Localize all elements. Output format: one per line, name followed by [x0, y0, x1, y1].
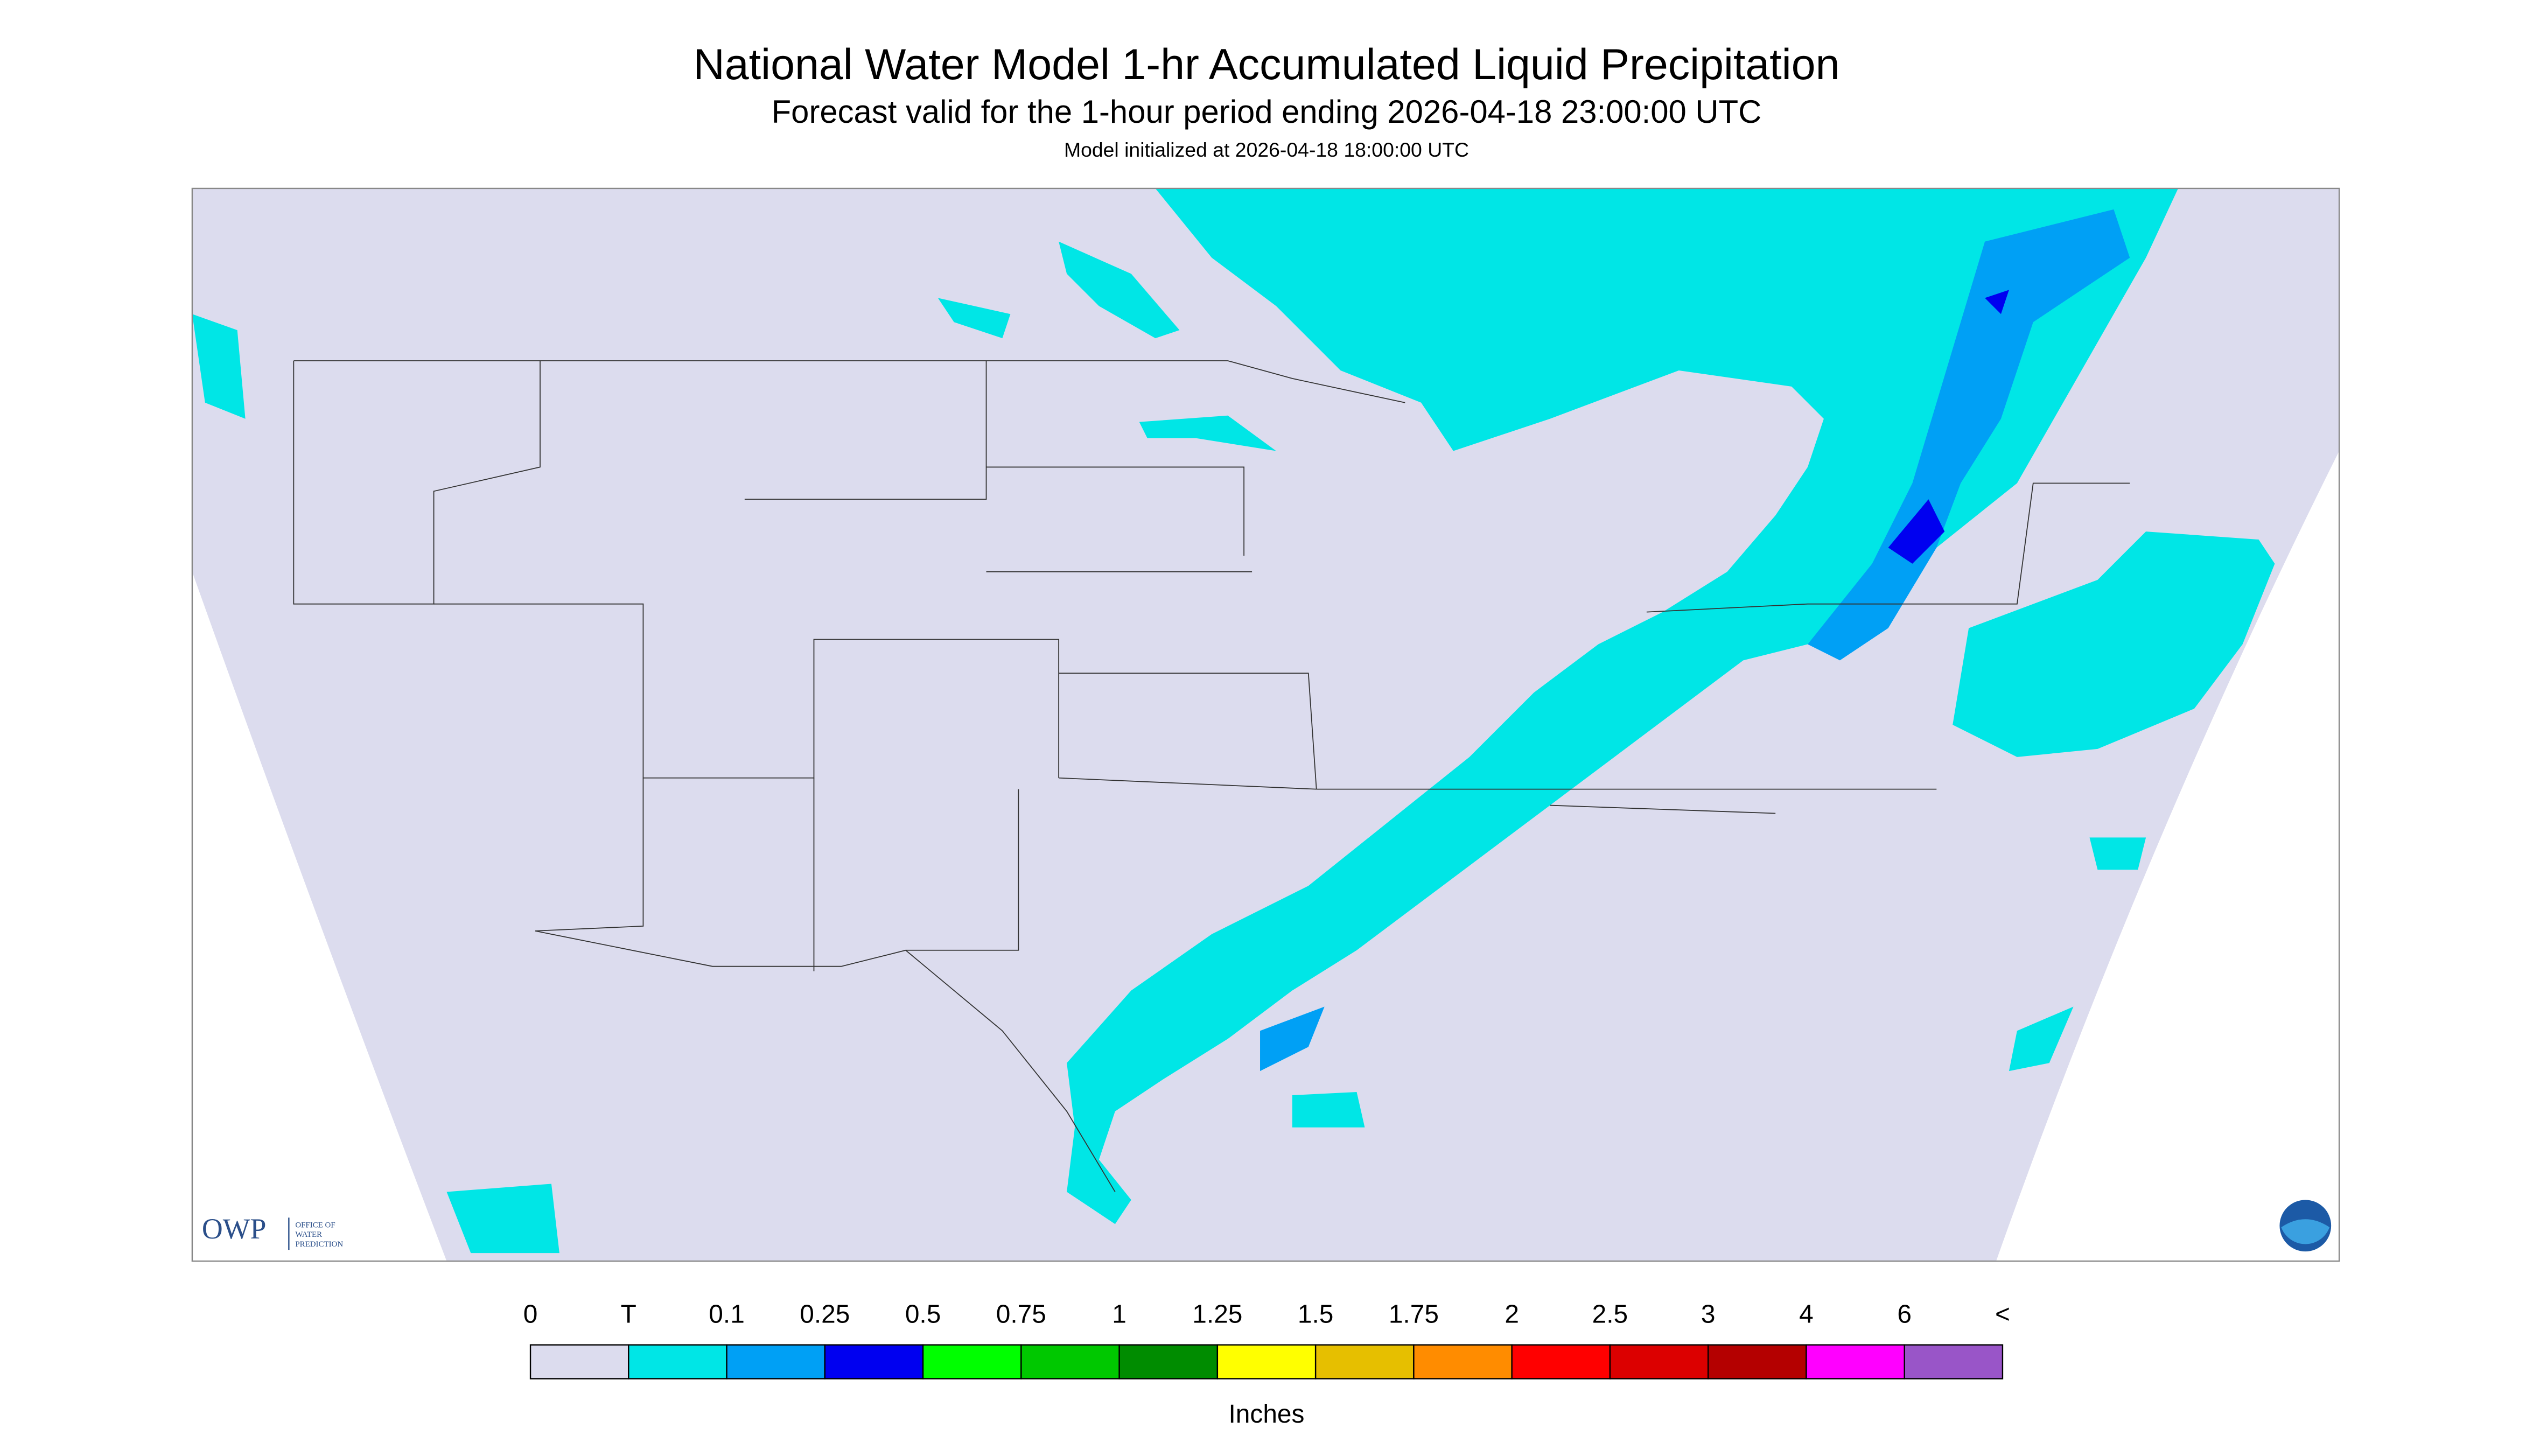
owp-line: PREDICTION — [295, 1240, 343, 1249]
init-time: Model initialized at 2026-04-18 18:00:00… — [1064, 138, 1469, 161]
precip-band — [1067, 188, 2178, 1224]
owp-line: WATER — [295, 1230, 322, 1239]
map-frame — [191, 187, 2340, 1262]
precip-blob — [1059, 241, 1180, 339]
precip-blob — [937, 298, 1011, 339]
precip-nw — [192, 314, 246, 419]
legend-swatch — [824, 1344, 924, 1380]
legend-swatch — [1609, 1344, 1709, 1380]
legend-label: 1.5 — [1298, 1300, 1334, 1328]
precip-core — [1888, 499, 1945, 564]
legend-swatch — [529, 1344, 629, 1380]
precip-blob-blue — [1260, 1006, 1325, 1072]
legend-swatch — [1118, 1344, 1219, 1380]
legend-label: 0 — [523, 1300, 538, 1328]
border — [535, 930, 1116, 1192]
border — [744, 361, 1317, 790]
legend-label: 0.25 — [800, 1300, 850, 1328]
legend-label: 0.75 — [996, 1300, 1046, 1328]
legend-swatch — [922, 1344, 1022, 1380]
legend-label: 0.5 — [905, 1300, 941, 1328]
legend-swatch — [1904, 1344, 2004, 1380]
legend-label: 1.25 — [1192, 1300, 1242, 1328]
legend-label: 1 — [1112, 1300, 1126, 1328]
map: OWP OFFICE OF WATER PREDICTION — [191, 187, 2340, 1262]
legend-label: 0.1 — [709, 1300, 745, 1328]
owp-line: OFFICE OF — [295, 1221, 335, 1229]
legend-swatch — [1216, 1344, 1317, 1380]
subtitle: Forecast valid for the 1-hour period end… — [772, 94, 1762, 130]
precip-blob — [1139, 415, 1276, 451]
legend-swatch — [1413, 1344, 1513, 1380]
legend-swatch — [1314, 1344, 1415, 1380]
legend: 0 T 0.1 0.25 0.5 0.75 1 1.25 1.5 1.75 2 2.5 3 4 6 < — [523, 1300, 2010, 1380]
legend-label: 2 — [1505, 1300, 1519, 1328]
precip-blob — [446, 1184, 559, 1254]
legend-swatch — [1511, 1344, 1611, 1380]
legend-swatch — [1806, 1344, 1905, 1380]
border — [293, 361, 541, 605]
noaa-wave — [2281, 1219, 2330, 1244]
model-domain — [192, 188, 2340, 1262]
legend-label: 3 — [1701, 1300, 1716, 1328]
owp-logo: OWP OFFICE OF WATER PREDICTION — [202, 1213, 343, 1250]
precip-blob — [1292, 1092, 1365, 1128]
border — [1646, 482, 2130, 613]
legend-label: < — [1995, 1300, 2010, 1328]
borders — [293, 360, 2130, 1192]
border — [293, 360, 1405, 403]
legend-label: 2.5 — [1592, 1300, 1628, 1328]
legend-label: T — [621, 1300, 636, 1328]
legend-swatch — [726, 1344, 826, 1380]
legend-unit: Inches — [1229, 1400, 1305, 1429]
legend-label: 6 — [1897, 1300, 1912, 1328]
precip-trace — [192, 188, 2275, 1254]
legend-swatch — [1707, 1344, 1807, 1380]
title: National Water Model 1-hr Accumulated Li… — [694, 40, 1840, 89]
legend-label: 1.75 — [1389, 1300, 1439, 1328]
precip-blob — [2009, 1006, 2074, 1072]
precip-ne — [1953, 531, 2275, 757]
border — [535, 778, 1937, 971]
precip-blob — [2089, 837, 2146, 870]
legend-swatch — [628, 1344, 727, 1380]
owp-mark: OWP — [202, 1213, 267, 1245]
noaa-logo — [2279, 1200, 2332, 1252]
legend-swatch — [1020, 1344, 1120, 1380]
legend-label: 4 — [1799, 1300, 1814, 1328]
